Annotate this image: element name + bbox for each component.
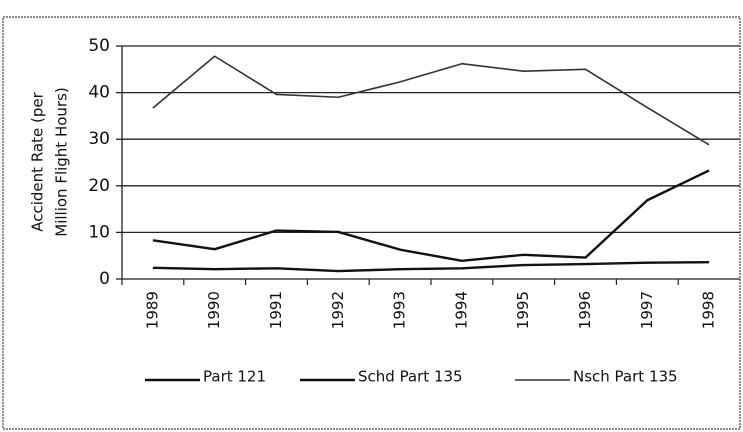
y-tick-label: 20 xyxy=(88,176,110,196)
x-tick-label: 1995 xyxy=(514,291,532,329)
series-line xyxy=(152,261,710,273)
frame xyxy=(2,16,741,430)
legend-label: Nsch Part 135 xyxy=(573,368,678,386)
x-tick-label: 1998 xyxy=(700,291,718,329)
x-tick-label: 1993 xyxy=(391,291,409,329)
y-tick-label: 30 xyxy=(88,129,110,149)
x-tick-label: 1991 xyxy=(267,291,285,329)
legend-label: Part 121 xyxy=(203,368,266,386)
x-tick-label: 1992 xyxy=(329,291,347,329)
series-line xyxy=(152,169,710,263)
y-tick-label: 10 xyxy=(88,222,110,242)
x-tick-label: 1994 xyxy=(452,291,470,329)
series-line xyxy=(152,55,710,146)
x-tick-label: 1997 xyxy=(638,291,656,329)
y-axis-label: Million Flight Hours) xyxy=(53,87,71,237)
legend-label: Schd Part 135 xyxy=(358,368,463,386)
y-tick-label: 40 xyxy=(88,83,110,103)
y-tick-label: 0 xyxy=(99,269,110,289)
x-tick-label: 1990 xyxy=(205,291,223,329)
x-tick-label: 1996 xyxy=(576,291,594,329)
y-tick-label: 50 xyxy=(88,36,110,56)
x-tick-label: 1989 xyxy=(143,291,161,329)
y-axis-label: Accident Rate (per xyxy=(29,91,47,231)
